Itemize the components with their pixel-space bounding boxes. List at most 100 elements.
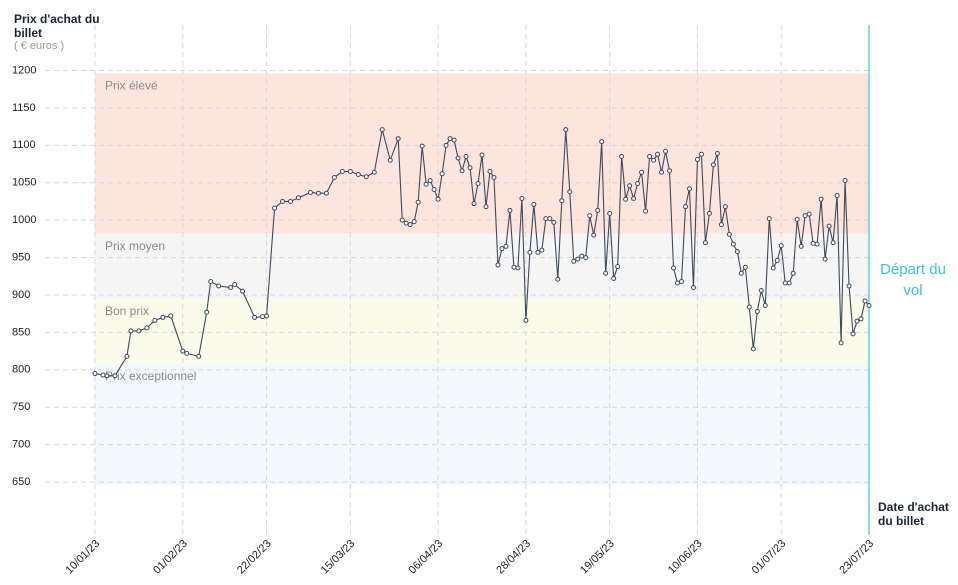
- price-point: [774, 258, 780, 264]
- price-point: [822, 256, 828, 262]
- price-point: [124, 353, 130, 359]
- y-tick-label: 650: [12, 476, 30, 488]
- price-point: [555, 276, 561, 282]
- price-point: [475, 180, 481, 186]
- price-point: [698, 151, 704, 157]
- price-point: [706, 210, 712, 216]
- price-point: [423, 181, 429, 187]
- price-point: [587, 213, 593, 219]
- price-point: [208, 279, 214, 285]
- price-point: [467, 165, 473, 171]
- price-point: [599, 139, 605, 145]
- price-point: [591, 232, 597, 238]
- x-title: Date d'achat du billet: [878, 500, 949, 528]
- price-point: [798, 243, 804, 249]
- price-point: [100, 372, 106, 378]
- price-point: [846, 283, 852, 289]
- price-point: [347, 169, 353, 175]
- price-point: [559, 198, 565, 204]
- price-point: [686, 186, 692, 192]
- price-point: [782, 280, 788, 286]
- price-point: [104, 373, 110, 379]
- y-tick-label: 1150: [12, 102, 36, 114]
- price-point: [667, 168, 673, 174]
- price-point: [635, 180, 641, 186]
- price-point: [750, 346, 756, 352]
- price-point: [459, 168, 465, 174]
- price-point: [407, 222, 413, 228]
- price-point: [204, 309, 210, 315]
- band-label: Prix moyen: [105, 239, 165, 253]
- price-point: [834, 192, 840, 198]
- price-point: [443, 142, 449, 148]
- price-point: [702, 240, 708, 246]
- price-point: [838, 340, 844, 346]
- price-point: [479, 152, 485, 158]
- price-point: [144, 325, 150, 331]
- price-point: [447, 136, 453, 142]
- y-tick-label: 750: [12, 401, 30, 413]
- price-point: [770, 265, 776, 271]
- price-point: [690, 285, 696, 290]
- price-point: [264, 313, 270, 319]
- price-point: [431, 186, 437, 192]
- y-unit: ( € euros ): [14, 40, 65, 52]
- price-point: [647, 154, 653, 160]
- price-point: [814, 241, 820, 247]
- price-point: [830, 240, 836, 246]
- x-tick-label: 10/06/23: [666, 538, 705, 577]
- price-point: [858, 316, 864, 322]
- price-point: [547, 216, 553, 222]
- price-point: [499, 246, 505, 252]
- price-point: [674, 280, 680, 286]
- price-point: [850, 331, 856, 337]
- price-point: [92, 371, 98, 377]
- price-point: [455, 155, 461, 161]
- price-point: [671, 265, 677, 271]
- price-point: [802, 213, 808, 219]
- band-label: Prix élevé: [105, 79, 158, 93]
- price-point: [655, 151, 661, 157]
- x-tick-label: 10/01/23: [63, 538, 102, 577]
- price-point: [272, 205, 278, 211]
- price-point: [611, 276, 617, 282]
- price-point: [583, 255, 589, 261]
- price-point: [216, 283, 222, 289]
- price-point: [722, 204, 728, 210]
- price-point: [746, 304, 752, 310]
- price-point: [379, 127, 385, 133]
- price-point: [451, 137, 457, 143]
- price-point: [323, 190, 329, 196]
- x-tick-label: 28/04/23: [494, 538, 533, 577]
- price-point: [718, 222, 724, 228]
- price-point: [543, 216, 549, 222]
- x-tick-label: 23/07/23: [837, 538, 876, 577]
- price-point: [742, 264, 748, 270]
- price-point: [714, 151, 720, 157]
- price-point: [395, 136, 401, 142]
- x-tick-label: 01/02/23: [151, 538, 190, 577]
- price-point: [818, 196, 824, 202]
- price-point: [252, 314, 258, 320]
- price-point: [507, 207, 513, 213]
- price-point: [427, 177, 433, 183]
- price-point: [411, 219, 417, 225]
- y-tick-label: 1100: [12, 139, 36, 151]
- price-point: [399, 217, 405, 223]
- x-tick-label: 01/07/23: [750, 538, 789, 577]
- price-point: [651, 157, 657, 163]
- price-point: [842, 177, 848, 183]
- price-point: [355, 172, 361, 178]
- price-point: [678, 279, 684, 285]
- price-point: [112, 373, 118, 379]
- price-point: [854, 318, 860, 324]
- price-point: [403, 220, 409, 226]
- x-tick-label: 15/03/23: [319, 538, 358, 577]
- price-point: [495, 262, 501, 268]
- price-point: [487, 169, 493, 175]
- price-point: [232, 282, 238, 288]
- price-band: [95, 233, 869, 299]
- price-point: [563, 127, 569, 133]
- price-point: [419, 143, 425, 149]
